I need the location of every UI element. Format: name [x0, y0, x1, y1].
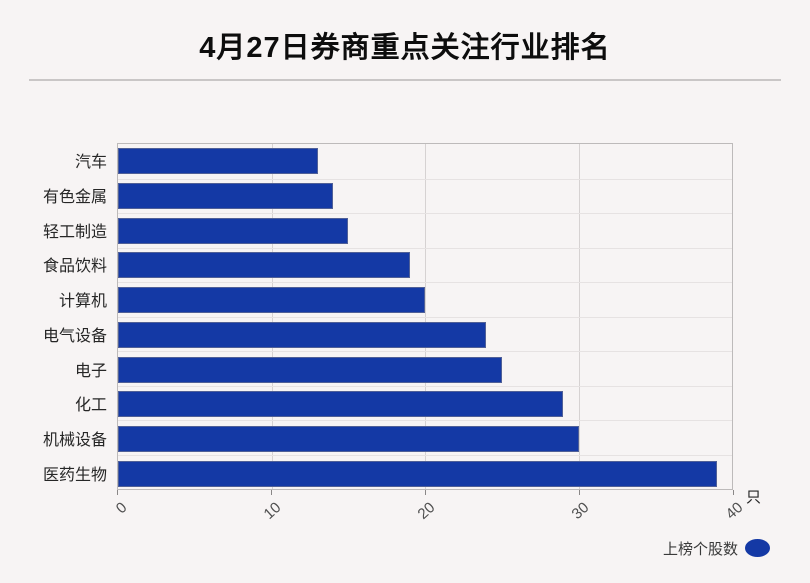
- plot-area: [117, 143, 733, 490]
- x-tick-mark: [425, 490, 426, 495]
- bar: [118, 425, 579, 452]
- bar: [118, 460, 717, 487]
- category-label: 化工: [74, 397, 107, 415]
- bar: [118, 217, 349, 244]
- x-axis: 0 10 20 30 40: [113, 490, 746, 550]
- row-separator: [118, 351, 732, 352]
- bar: [118, 287, 425, 314]
- category-label: 汽车: [74, 154, 107, 172]
- category-label: 电气设备: [42, 327, 107, 345]
- chart-title: 4月27日券商重点关注行业排名: [199, 32, 611, 64]
- bar: [118, 321, 487, 348]
- category-label: 医药生物: [42, 466, 107, 484]
- x-tick-label: 30: [568, 499, 593, 523]
- x-tick-mark: [271, 490, 272, 495]
- row-separator: [118, 178, 732, 180]
- x-tick-mark: [733, 490, 734, 495]
- category-label: 计算机: [58, 293, 107, 311]
- x-tick-mark: [579, 490, 580, 495]
- row-separator: [118, 420, 732, 421]
- bar: [118, 148, 318, 175]
- legend-marker-ellipse: [745, 539, 770, 557]
- x-tick-label: 10: [260, 499, 285, 523]
- category-label: 电子: [74, 362, 107, 380]
- category-label: 有色金属: [42, 189, 107, 207]
- x-tick-label: 0: [112, 499, 131, 518]
- row-separator: [118, 282, 732, 283]
- row-separator: [118, 213, 732, 214]
- category-label: 机械设备: [42, 431, 107, 449]
- title-divider: [29, 79, 781, 81]
- bar: [118, 252, 410, 279]
- y-axis-labels: 汽车有色金属轻工制造食品饮料计算机电气设备电子化工机械设备医药生物: [0, 143, 112, 490]
- row-separator: [118, 247, 732, 249]
- row-separator: [118, 454, 732, 456]
- x-tick-label: 20: [414, 499, 439, 523]
- category-label: 食品饮料: [42, 258, 107, 276]
- unit-label: 只: [746, 489, 762, 506]
- legend-label: 上榜个股数: [662, 540, 738, 558]
- x-tick-mark: [117, 490, 118, 495]
- bar: [118, 356, 502, 383]
- bar: [118, 391, 564, 418]
- row-separator: [118, 316, 732, 318]
- bar: [118, 183, 333, 210]
- legend: 上榜个股数: [663, 538, 770, 558]
- category-label: 轻工制造: [42, 223, 107, 241]
- row-separator: [118, 385, 732, 387]
